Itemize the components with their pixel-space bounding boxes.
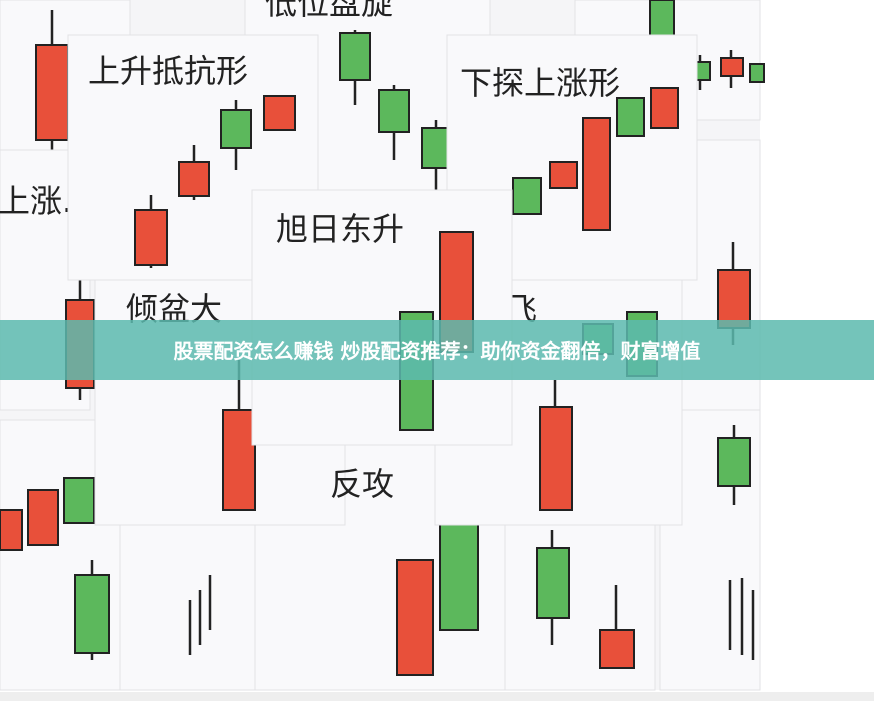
candle-body — [421, 127, 451, 169]
candle-body — [749, 63, 765, 83]
candles — [222, 360, 256, 511]
candle-body — [649, 0, 675, 41]
candle-body — [220, 109, 252, 149]
candle-body — [539, 406, 573, 511]
banner-title: 股票配资怎么赚钱 炒股配资推荐：助你资金翻倍，财富增值 — [174, 339, 701, 363]
candle-body — [549, 161, 578, 189]
candle-body — [0, 509, 23, 551]
candle-body — [717, 437, 751, 487]
banner — [0, 320, 874, 380]
candle-body — [74, 574, 110, 654]
candle-body — [27, 489, 59, 546]
candle-body — [134, 209, 168, 266]
candle-body — [35, 44, 69, 141]
candles — [339, 30, 451, 190]
card-label: 低位盘旋 — [265, 0, 393, 22]
candle-body — [339, 32, 371, 81]
card-label: 下探上涨形 — [460, 64, 620, 102]
candle-body — [178, 161, 210, 197]
card-label: 旭日东升 — [276, 210, 404, 248]
candles — [512, 87, 679, 231]
candle-body — [222, 409, 256, 511]
candle-body — [720, 57, 744, 77]
card-label: 上升抵抗形 — [88, 52, 248, 90]
candles — [134, 95, 296, 268]
candle-body — [717, 269, 751, 329]
candle-body — [512, 177, 542, 215]
footer-strip — [0, 692, 874, 701]
candle-body — [396, 559, 434, 676]
candle-body — [650, 87, 679, 129]
candle-body — [378, 89, 410, 133]
candle-body — [263, 95, 296, 131]
candle-body — [63, 477, 95, 524]
candle-body — [616, 97, 645, 137]
card-label: 上涨. — [0, 182, 72, 220]
candle-body — [599, 629, 635, 669]
card-label: 反攻 — [330, 465, 394, 503]
candle-body — [582, 117, 611, 231]
candle-body — [536, 547, 570, 619]
